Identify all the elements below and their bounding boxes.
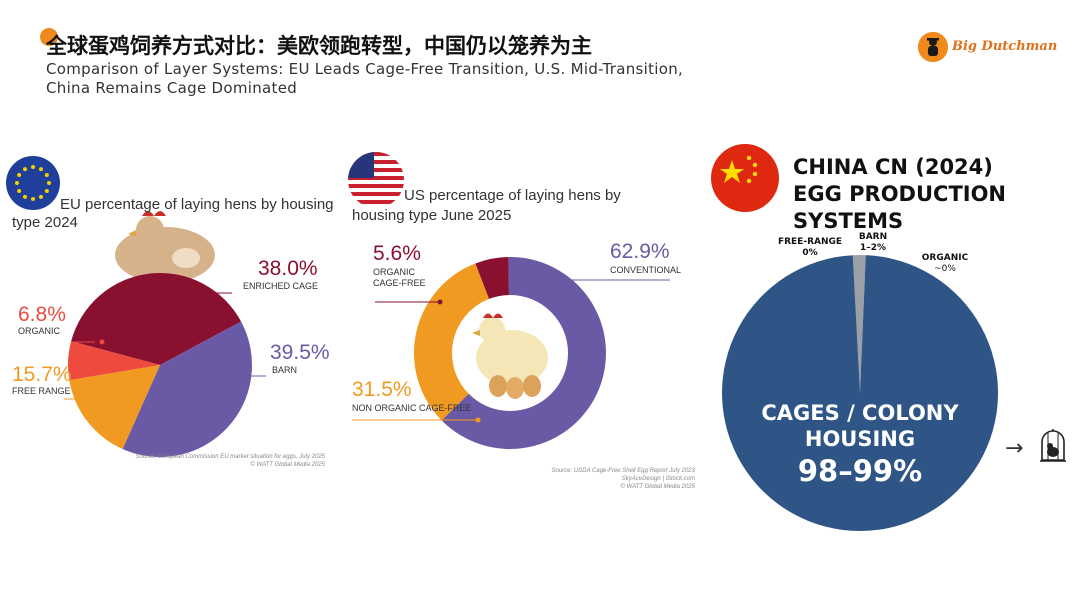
eu-flag-star (17, 173, 22, 177)
eu-flag-star (44, 173, 49, 177)
eu-pie-slice-1 (122, 321, 252, 458)
china-barn-pct: 1–2% (859, 243, 887, 253)
eu-barn-pct: 39.5% (270, 341, 330, 364)
us-organic-pct: 5.6% (373, 242, 421, 265)
eu-source-line-1: Source: European Commission EU market si… (135, 454, 325, 460)
china-pie-chart (711, 144, 999, 531)
china-chart-title: CHINA CN (2024) EGG PRODUCTION SYSTEMS (793, 154, 1080, 235)
eu-flag-star (15, 181, 19, 185)
us-organic-label: ORGANIC CAGE-FREE (373, 267, 426, 289)
us-source-line-3: © WATT Global Media 2025 (620, 484, 695, 490)
china-free-range-pct: 0% (802, 248, 818, 258)
china-cages-pct: 98–99% (797, 454, 923, 488)
us-flag-stripe (348, 160, 404, 164)
eu-barn-label: BARN (272, 365, 298, 375)
eu-enriched-cage-pct: 38.0% (258, 257, 318, 280)
china-chart-title-line-1: CHINA CN (2024) (793, 155, 993, 179)
eu-flag-star (31, 197, 35, 201)
eu-flag-star (47, 181, 51, 185)
cn-pie-slice-0 (722, 255, 999, 531)
eu-pie-slice-3 (68, 341, 160, 381)
eu-organic-pct: 6.8% (18, 303, 66, 326)
china-chart-title-line-2: EGG PRODUCTION SYSTEMS (793, 182, 1007, 233)
china-chart-panel: CHINA CN (2024) EGG PRODUCTION SYSTEMS F… (700, 130, 1080, 540)
eu-flag-star (23, 167, 27, 172)
us-organic-label-line-1: ORGANIC (373, 267, 416, 277)
us-organic-label-line-2: CAGE-FREE (373, 278, 426, 288)
page-subtitle: Comparison of Layer Systems: EU Leads Ca… (46, 60, 806, 98)
subtitle-line-1: Comparison of Layer Systems: EU Leads Ca… (46, 60, 684, 78)
brand-logo-text: Big Dutchman (952, 39, 1058, 54)
us-chart-title-2: housing type June 2025 (352, 207, 602, 225)
china-free-range-name: FREE-RANGE (777, 237, 843, 247)
us-non-organic-pct: 31.5% (352, 378, 412, 401)
eu-enriched-cage-label: ENRICHED CAGE (243, 281, 319, 291)
us-source-line-1: Source: USDA Cage-Free Shell Egg Report … (551, 468, 695, 474)
title-accent-dot (40, 28, 58, 46)
china-flag-icon (711, 144, 779, 212)
eu-free-range-label: FREE RANGE (12, 386, 71, 396)
page-title: 全球蛋鸡饲养方式对比：美欧领跑转型，中国仍以笼养为主 (46, 34, 592, 58)
eu-chart-title-line-2: type 2024 (12, 214, 78, 231)
china-organic-label: ORGANIC ~0% (912, 253, 978, 275)
eu-pie-slice-0 (71, 272, 242, 365)
hen-with-eggs-icon (472, 313, 548, 399)
us-donut-chart (348, 152, 670, 449)
china-organic-name: ORGANIC (921, 253, 969, 263)
us-flag-stripe (348, 176, 404, 180)
eu-chart-panel: EU percentage of laying hens by housing … (0, 130, 345, 500)
eu-pie-chart (6, 156, 266, 458)
china-free-range-label: FREE-RANGE 0% (772, 237, 848, 259)
china-organic-pct: ~0% (934, 264, 956, 274)
us-chart-panel: US percentage of laying hens by housing … (340, 130, 710, 500)
eu-chart-title-2: type 2024 (12, 214, 212, 232)
caged-hen-icon (1040, 429, 1066, 462)
hen-illustration-icon (115, 211, 215, 283)
us-source-line-2: SkyAceDesign | iStock.com (621, 476, 695, 482)
china-barn-label: BARN 1–2% (848, 232, 898, 254)
us-non-organic-label: NON ORGANIC CAGE-FREE (352, 403, 472, 413)
right-arrow-icon: → (1005, 436, 1024, 461)
us-flag-icon (348, 152, 404, 208)
us-source-note: Source: USDA Cage-Free Shell Egg Report … (500, 467, 695, 491)
eu-flag-star (44, 189, 49, 193)
eu-source-line-2: © WATT Global Media 2025 (250, 462, 325, 468)
brand-logo: Big Dutchman (918, 30, 1057, 70)
eu-organic-label: ORGANIC (18, 326, 61, 336)
eu-source-note: Source: European Commission EU market si… (130, 453, 325, 469)
us-flag-stripe (348, 192, 404, 196)
us-flag-stripe (348, 184, 404, 188)
us-flag-stripe (348, 200, 404, 204)
china-cages-label-line-1: CAGES / COLONY (761, 401, 959, 425)
china-cages-label: CAGES / COLONY HOUSING (720, 400, 1000, 452)
eu-free-range-pct: 15.7% (12, 363, 72, 386)
us-chart-title-line-1: US percentage of laying hens by (404, 187, 621, 204)
eu-flag-icon (6, 156, 60, 210)
eu-flag-star (23, 194, 27, 199)
subtitle-line-2: China Remains Cage Dominated (46, 79, 298, 97)
china-barn-name: BARN (858, 232, 888, 242)
us-flag-stripe (348, 152, 404, 156)
us-chart-title: US percentage of laying hens by (404, 187, 704, 205)
us-chart-title-line-2: housing type June 2025 (352, 207, 512, 224)
eu-flag-star (17, 189, 22, 193)
cn-pie-slice-1 (852, 254, 866, 393)
eu-flag-star (31, 165, 35, 169)
eu-flag-star (39, 194, 43, 199)
eu-pie-slice-2 (69, 365, 160, 450)
eu-flag-star (39, 167, 43, 172)
china-cages-label-line-2: HOUSING (804, 427, 916, 451)
us-flag-stripe (348, 168, 404, 172)
eu-chart-title: EU percentage of laying hens by housing (60, 196, 340, 214)
us-conventional-pct: 62.9% (610, 240, 670, 263)
us-conventional-label: CONVENTIONAL (610, 265, 682, 275)
farmer-logo-icon (918, 32, 948, 62)
eu-chart-title-line-1: EU percentage of laying hens by housing (60, 196, 334, 213)
